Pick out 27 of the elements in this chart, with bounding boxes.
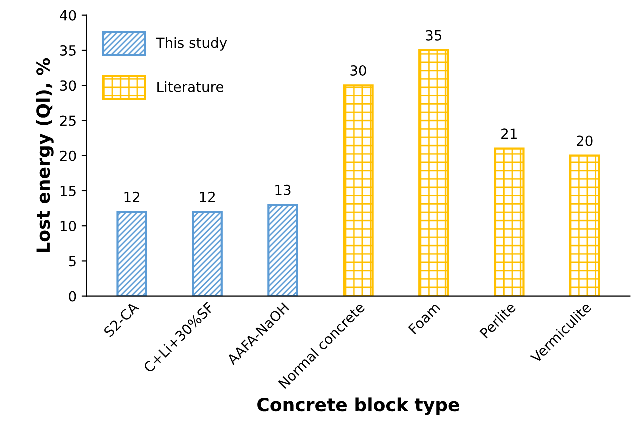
y-tick-label: 5	[69, 256, 76, 267]
bar	[192, 210, 223, 296]
y-axis-title: Lost energy (Ql), %	[36, 58, 54, 252]
x-axis-title: Concrete block type	[258, 398, 460, 416]
data-label: 30	[350, 65, 366, 76]
data-label: 21	[502, 128, 517, 139]
legend-label: Literature	[158, 82, 224, 92]
legend-label: This study	[156, 37, 228, 51]
y-tick-label: 10	[60, 221, 76, 232]
y-tick-label: 15	[60, 186, 76, 196]
bar	[569, 154, 600, 296]
y-tick-label: 25	[60, 116, 76, 126]
y-tick-label: 20	[60, 150, 76, 162]
y-tick-label: 30	[60, 80, 76, 92]
y-tick-label: 0	[69, 291, 76, 302]
bar	[343, 84, 374, 296]
data-label: 12	[200, 192, 215, 202]
bar	[268, 204, 298, 296]
data-label: 35	[426, 30, 442, 41]
data-label: 13	[276, 184, 291, 196]
bar	[494, 148, 525, 296]
data-label: 12	[124, 192, 140, 202]
y-tick-label: 40	[60, 10, 76, 21]
data-label: 20	[577, 136, 593, 146]
bar	[116, 210, 148, 296]
y-tick-label: 35	[60, 45, 76, 56]
bar	[418, 49, 450, 296]
